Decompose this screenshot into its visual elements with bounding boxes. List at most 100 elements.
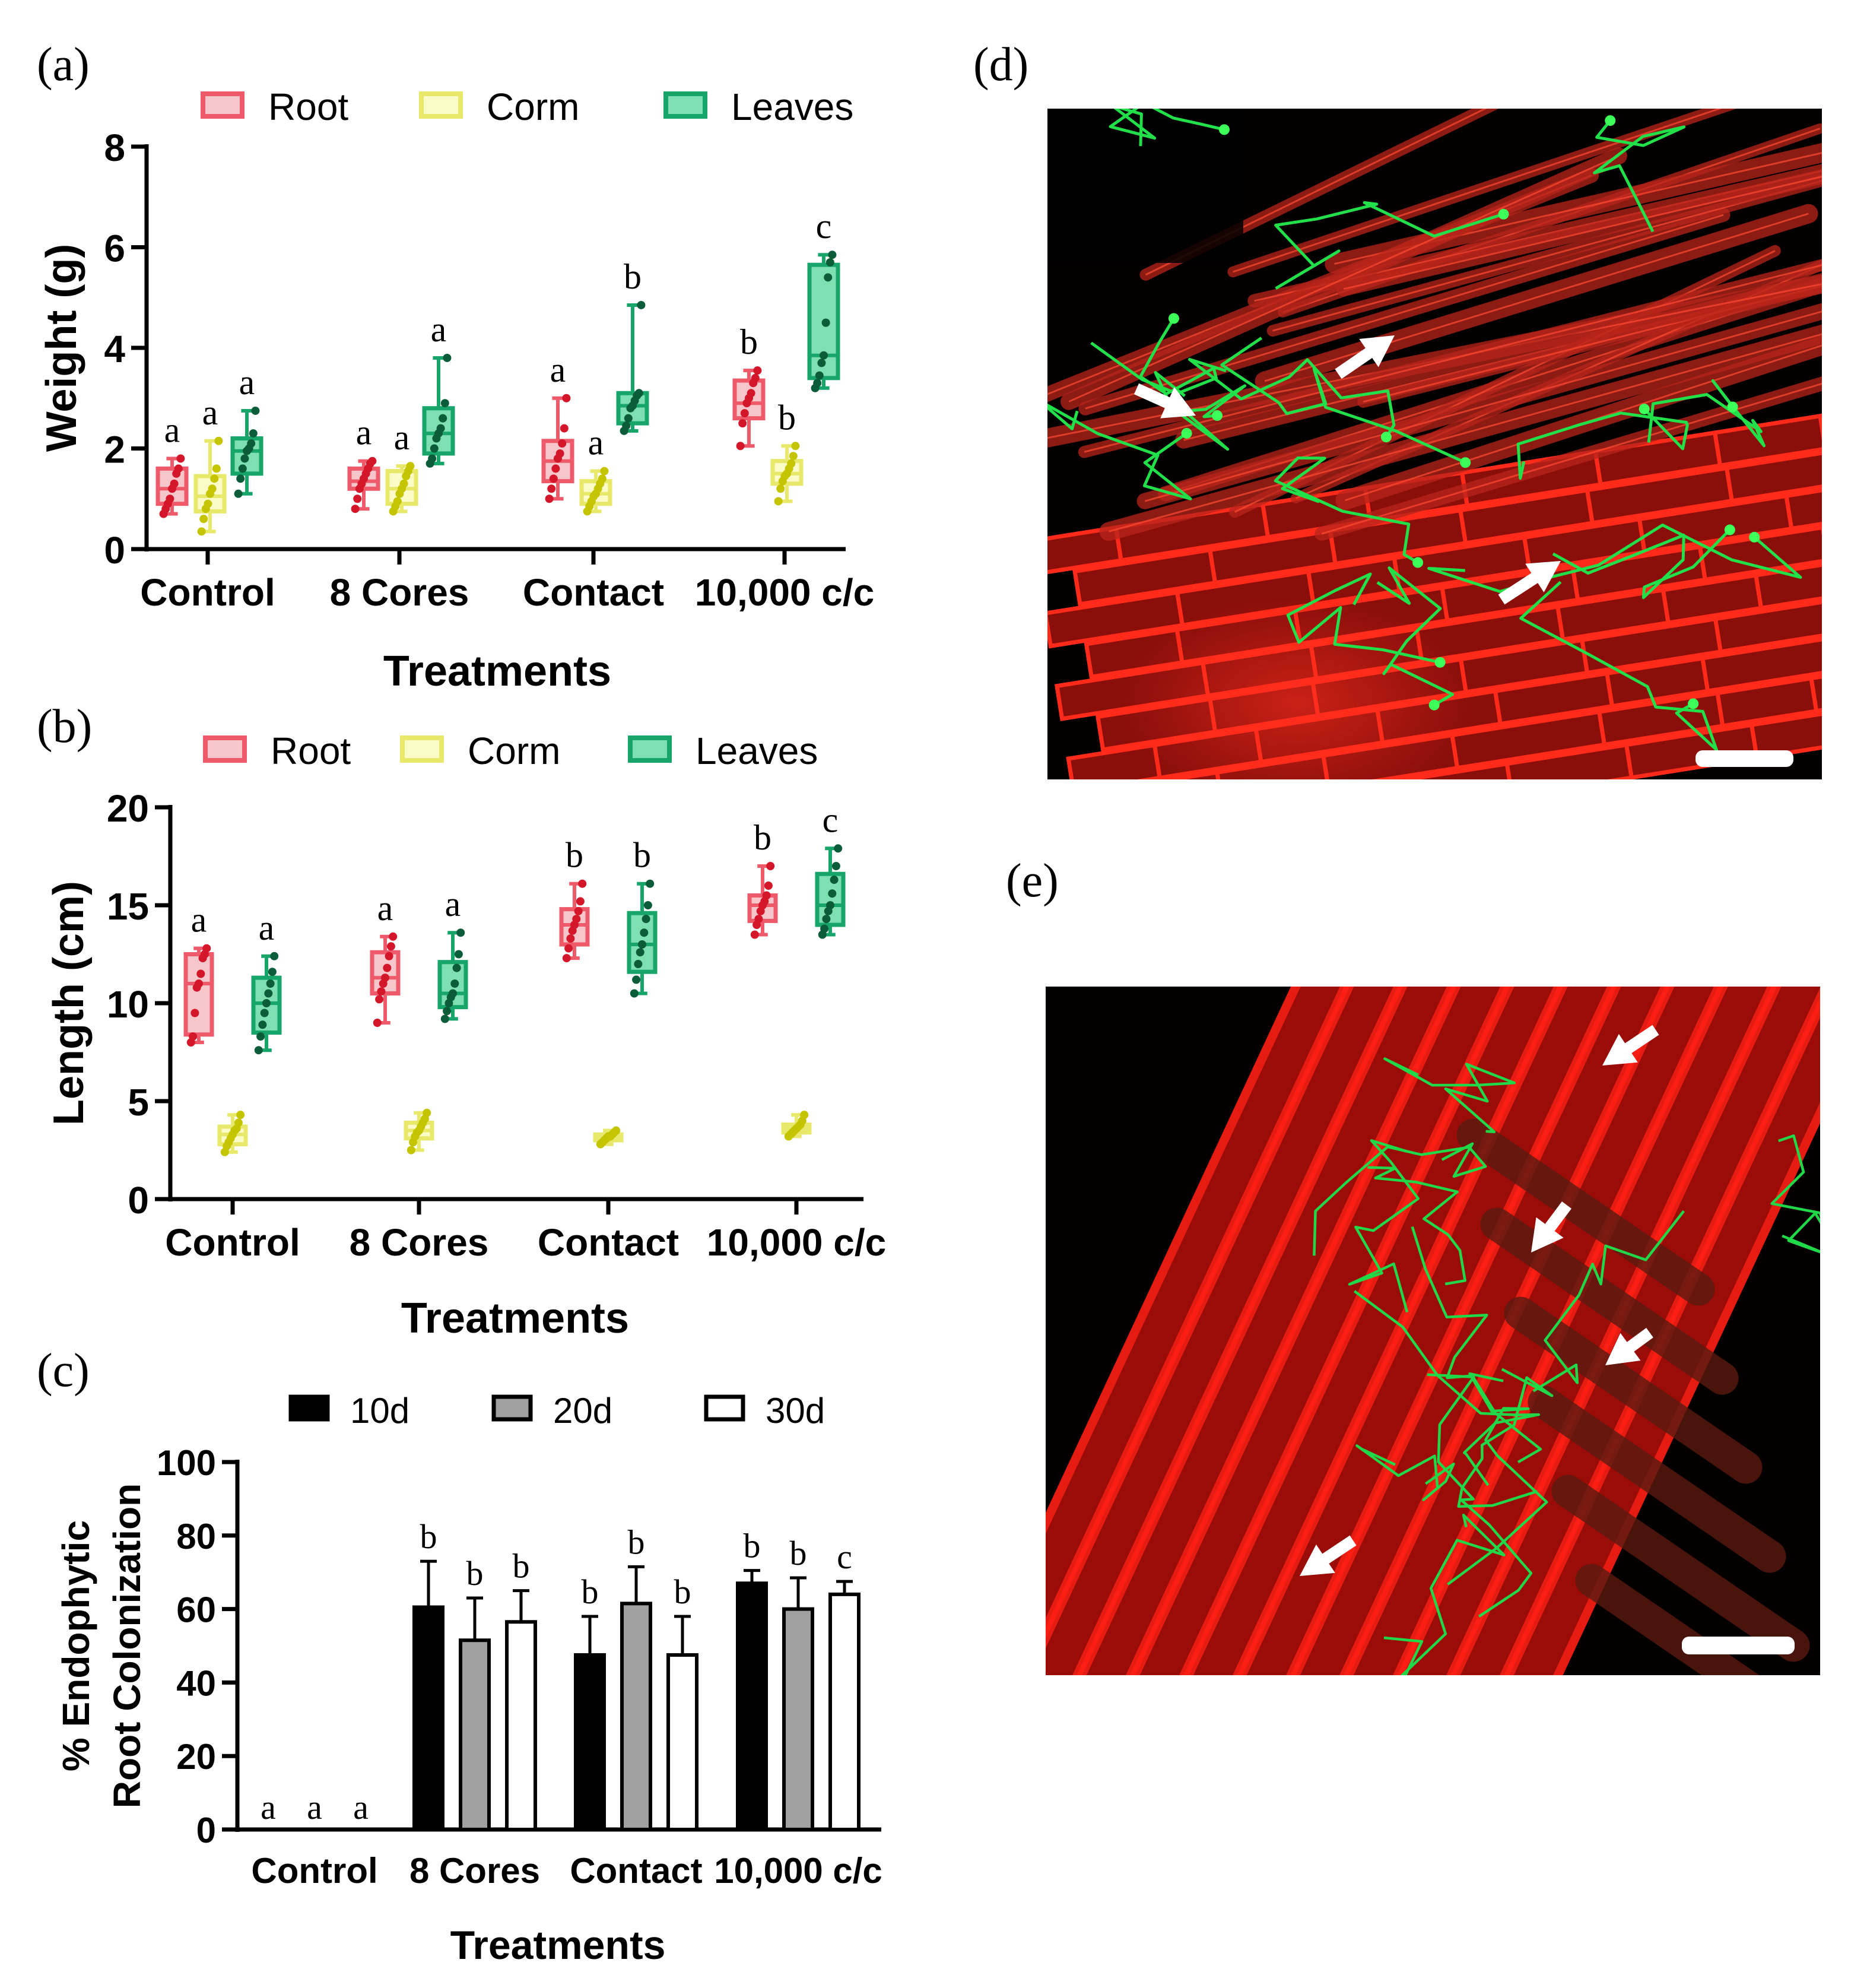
data-point	[562, 394, 571, 402]
bar	[828, 1592, 861, 1832]
x-tick-label: Control	[251, 1851, 377, 1891]
x-tick-label: 8 Cores	[350, 1221, 489, 1264]
bar-30d: c	[828, 1537, 861, 1832]
significance-letter: c	[816, 207, 832, 246]
data-point	[454, 950, 463, 959]
data-point	[637, 300, 646, 309]
data-point	[199, 515, 208, 524]
box-corm	[217, 1111, 248, 1156]
x-axis-label: Treatments	[450, 1923, 666, 1968]
y-tick-label: 5	[128, 1081, 149, 1124]
bar-30d: b	[505, 1547, 537, 1831]
data-point	[776, 484, 785, 493]
significance-letter: a	[307, 1788, 322, 1827]
bar-20d: b	[459, 1554, 491, 1832]
data-point	[214, 436, 223, 445]
y-tick-label: 0	[104, 529, 125, 572]
data-point	[787, 459, 796, 468]
data-point	[634, 960, 643, 968]
data-point	[189, 1032, 198, 1041]
micrograph-e-cells	[1046, 987, 1820, 1675]
significance-letter: a	[261, 1788, 276, 1827]
data-point	[240, 454, 249, 463]
data-point	[622, 421, 631, 430]
data-point	[600, 467, 609, 475]
data-point	[738, 419, 747, 428]
significance-letter: a	[445, 884, 461, 924]
box-leaves: a	[251, 908, 282, 1055]
data-point	[634, 389, 643, 398]
x-tick-label: 10,000 c/c	[707, 1221, 887, 1264]
data-point	[549, 474, 558, 483]
data-point	[555, 449, 564, 458]
data-point	[236, 474, 245, 483]
significance-letter: a	[550, 350, 566, 389]
data-point	[381, 974, 389, 982]
legend-swatch-root	[203, 735, 247, 763]
data-point	[551, 464, 560, 473]
data-point	[247, 439, 256, 448]
significance-letter: b	[466, 1554, 484, 1593]
data-point	[800, 1111, 809, 1120]
data-point	[632, 975, 641, 984]
x-axis-label: Treatments	[383, 648, 611, 695]
y-tick-label: 8	[104, 126, 125, 169]
data-point	[834, 844, 843, 853]
data-point	[256, 1032, 265, 1041]
chart-a-weight: 0 2 4 6 8 Weight (g) Control 8 Cores Contact 10,0…	[38, 85, 874, 695]
bar-10d: b	[412, 1517, 444, 1831]
panel-label-c: (c)	[37, 1345, 90, 1397]
data-point	[423, 1108, 431, 1117]
data-point	[212, 464, 221, 473]
data-point	[353, 494, 362, 503]
bar	[620, 1602, 652, 1831]
data-point	[815, 371, 824, 380]
data-point	[249, 429, 258, 438]
data-point	[612, 1126, 621, 1135]
panel-label-a: (a)	[37, 39, 90, 91]
data-point	[176, 454, 185, 463]
y-tick-label: 15	[107, 885, 149, 928]
micrograph-d	[1047, 109, 1822, 779]
data-point	[254, 1046, 263, 1055]
data-point	[828, 889, 837, 898]
data-point	[234, 489, 243, 498]
data-point	[406, 462, 415, 471]
data-point	[260, 1009, 269, 1017]
legend-label-30d: 30d	[766, 1391, 825, 1431]
data-point	[197, 527, 206, 536]
y-tick-label: 100	[157, 1443, 216, 1483]
bar	[736, 1581, 768, 1832]
bar	[459, 1638, 491, 1832]
legend-swatch-leaves	[628, 735, 672, 763]
bar	[574, 1653, 606, 1832]
data-point	[375, 995, 384, 1004]
data-point	[456, 928, 465, 937]
box-body	[815, 871, 846, 927]
bar	[412, 1605, 444, 1831]
significance-letter: b	[513, 1547, 530, 1586]
data-point	[825, 258, 834, 267]
data-point	[764, 882, 773, 890]
data-point	[547, 484, 556, 493]
significance-letter: b	[624, 257, 642, 296]
data-point	[195, 979, 203, 988]
y-tick-label: 20	[107, 787, 149, 830]
legend-swatch-leaves	[663, 91, 707, 119]
data-point	[566, 934, 575, 943]
significance-letter: b	[674, 1572, 691, 1611]
legend-swatch-corm	[419, 91, 463, 119]
significance-letter: b	[754, 818, 771, 857]
data-point	[428, 454, 437, 463]
x-tick-label: Control	[140, 571, 275, 614]
y-tick-label: 20	[176, 1737, 216, 1777]
data-point	[393, 497, 402, 506]
data-point	[740, 409, 749, 418]
box-corm	[593, 1126, 624, 1149]
data-point	[258, 1020, 267, 1029]
data-point	[440, 399, 449, 408]
significance-letter: b	[582, 1572, 599, 1611]
data-point	[646, 879, 655, 888]
data-point	[234, 1118, 243, 1127]
chart-c-colonization: 0 20 40 60 80 100% Endophytic Root Colonizatio…	[55, 1391, 882, 1968]
